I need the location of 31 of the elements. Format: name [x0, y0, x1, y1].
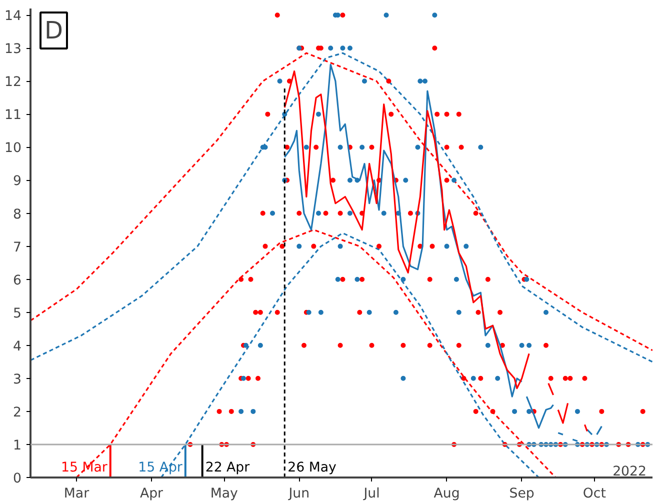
- x-tick-label: Sep: [509, 486, 534, 502]
- x-tick-label: Oct: [582, 486, 606, 502]
- line-series: [160, 232, 540, 478]
- y-tick-label: 0: [13, 472, 22, 486]
- y-tick-label: 2: [13, 405, 22, 420]
- annotation: D: [44, 16, 63, 44]
- y-tick-label: 11: [4, 108, 22, 124]
- y-tick-label: 8: [13, 207, 22, 222]
- ref-line-label: 15 Mar: [61, 460, 108, 476]
- y-tick-label: 4: [13, 339, 22, 354]
- x-tick-label: Jun: [288, 486, 310, 502]
- line-series: [76, 228, 556, 478]
- y-tick-label: 1: [13, 438, 22, 454]
- x-tick-label: Mar: [64, 486, 90, 502]
- x-tick-label: Aug: [434, 486, 460, 502]
- x-tick-label: Apr: [140, 486, 164, 502]
- ref-line-label: 26 May: [288, 460, 336, 476]
- ref-line-label: 22 Apr: [205, 460, 250, 476]
- annotation: 2022: [612, 464, 647, 480]
- ref-line-label: 15 Apr: [138, 460, 183, 476]
- y-tick-label: 12: [4, 75, 22, 90]
- y-tick-label: 14: [4, 9, 22, 24]
- y-tick-label: 10: [4, 141, 22, 156]
- y-tick-label: 13: [4, 42, 22, 58]
- x-tick-label: May: [210, 486, 238, 502]
- y-tick-label: 9: [13, 174, 22, 190]
- y-tick-label: 5: [13, 306, 22, 322]
- y-tick-label: 3: [13, 372, 22, 388]
- y-tick-label: 7: [13, 240, 22, 256]
- x-tick-label: Jul: [362, 486, 380, 502]
- y-tick-label: 6: [13, 273, 22, 288]
